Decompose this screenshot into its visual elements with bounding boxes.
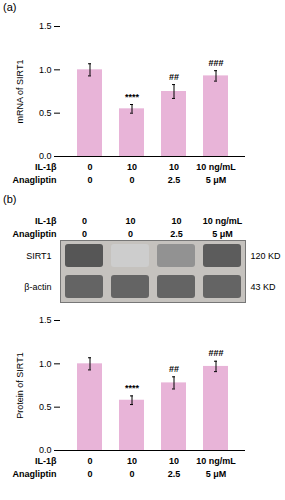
svg-text:0.0: 0.0 bbox=[39, 445, 52, 455]
svg-text:2.5: 2.5 bbox=[168, 469, 181, 479]
svg-text:0.5: 0.5 bbox=[39, 108, 52, 118]
svg-text:##: ## bbox=[169, 364, 179, 374]
svg-text:****: **** bbox=[125, 92, 140, 102]
svg-text:###: ### bbox=[208, 58, 223, 68]
svg-text:43 KD: 43 KD bbox=[251, 282, 277, 292]
svg-text:10: 10 bbox=[127, 162, 137, 172]
svg-text:IL-1β: IL-1β bbox=[35, 162, 57, 172]
svg-text:###: ### bbox=[208, 348, 223, 358]
svg-text:10: 10 bbox=[125, 216, 135, 226]
svg-text:120 KD: 120 KD bbox=[251, 251, 282, 261]
svg-text:10: 10 bbox=[169, 456, 179, 466]
svg-text:SIRT1: SIRT1 bbox=[26, 251, 51, 261]
svg-text:10 ng/mL: 10 ng/mL bbox=[196, 456, 236, 466]
svg-text:IL-1β: IL-1β bbox=[35, 456, 57, 466]
svg-text:Anagliptin: Anagliptin bbox=[13, 229, 57, 239]
svg-text:10: 10 bbox=[127, 456, 137, 466]
svg-text:1.0: 1.0 bbox=[39, 359, 52, 369]
svg-text:0: 0 bbox=[128, 229, 133, 239]
svg-text:0: 0 bbox=[82, 216, 87, 226]
svg-text:5 μM: 5 μM bbox=[206, 469, 227, 479]
html-text:(b): (b) bbox=[3, 193, 17, 205]
svg-text:0: 0 bbox=[87, 175, 92, 185]
svg-text:##: ## bbox=[169, 72, 179, 82]
svg-text:5 μM: 5 μM bbox=[212, 229, 233, 239]
svg-text:1.5: 1.5 bbox=[39, 315, 52, 325]
svg-text:Protein of SIRT1: Protein of SIRT1 bbox=[15, 352, 25, 418]
svg-text:IL-1β: IL-1β bbox=[35, 216, 57, 226]
html-text:(a): (a) bbox=[3, 1, 17, 13]
svg-text:0: 0 bbox=[129, 469, 134, 479]
svg-text:Anagliptin: Anagliptin bbox=[13, 469, 57, 479]
svg-text:β-actin: β-actin bbox=[24, 282, 51, 292]
svg-text:0: 0 bbox=[87, 456, 92, 466]
svg-text:2.5: 2.5 bbox=[170, 229, 183, 239]
svg-text:10: 10 bbox=[171, 216, 181, 226]
svg-text:1.0: 1.0 bbox=[39, 65, 52, 75]
svg-text:10 ng/mL: 10 ng/mL bbox=[203, 216, 243, 226]
svg-text:Anagliptin: Anagliptin bbox=[13, 175, 57, 185]
svg-text:mRNA of SIRT1: mRNA of SIRT1 bbox=[15, 60, 25, 124]
svg-text:0.5: 0.5 bbox=[39, 402, 52, 412]
svg-text:10 ng/mL: 10 ng/mL bbox=[196, 162, 236, 172]
svg-text:****: **** bbox=[125, 383, 140, 393]
svg-text:0.0: 0.0 bbox=[39, 151, 52, 161]
svg-text:2.5: 2.5 bbox=[168, 175, 181, 185]
svg-text:10: 10 bbox=[169, 162, 179, 172]
svg-text:0: 0 bbox=[82, 229, 87, 239]
svg-text:0: 0 bbox=[87, 469, 92, 479]
svg-text:5 μM: 5 μM bbox=[206, 175, 227, 185]
svg-text:0: 0 bbox=[87, 162, 92, 172]
svg-text:1.5: 1.5 bbox=[39, 21, 52, 31]
svg-text:0: 0 bbox=[129, 175, 134, 185]
